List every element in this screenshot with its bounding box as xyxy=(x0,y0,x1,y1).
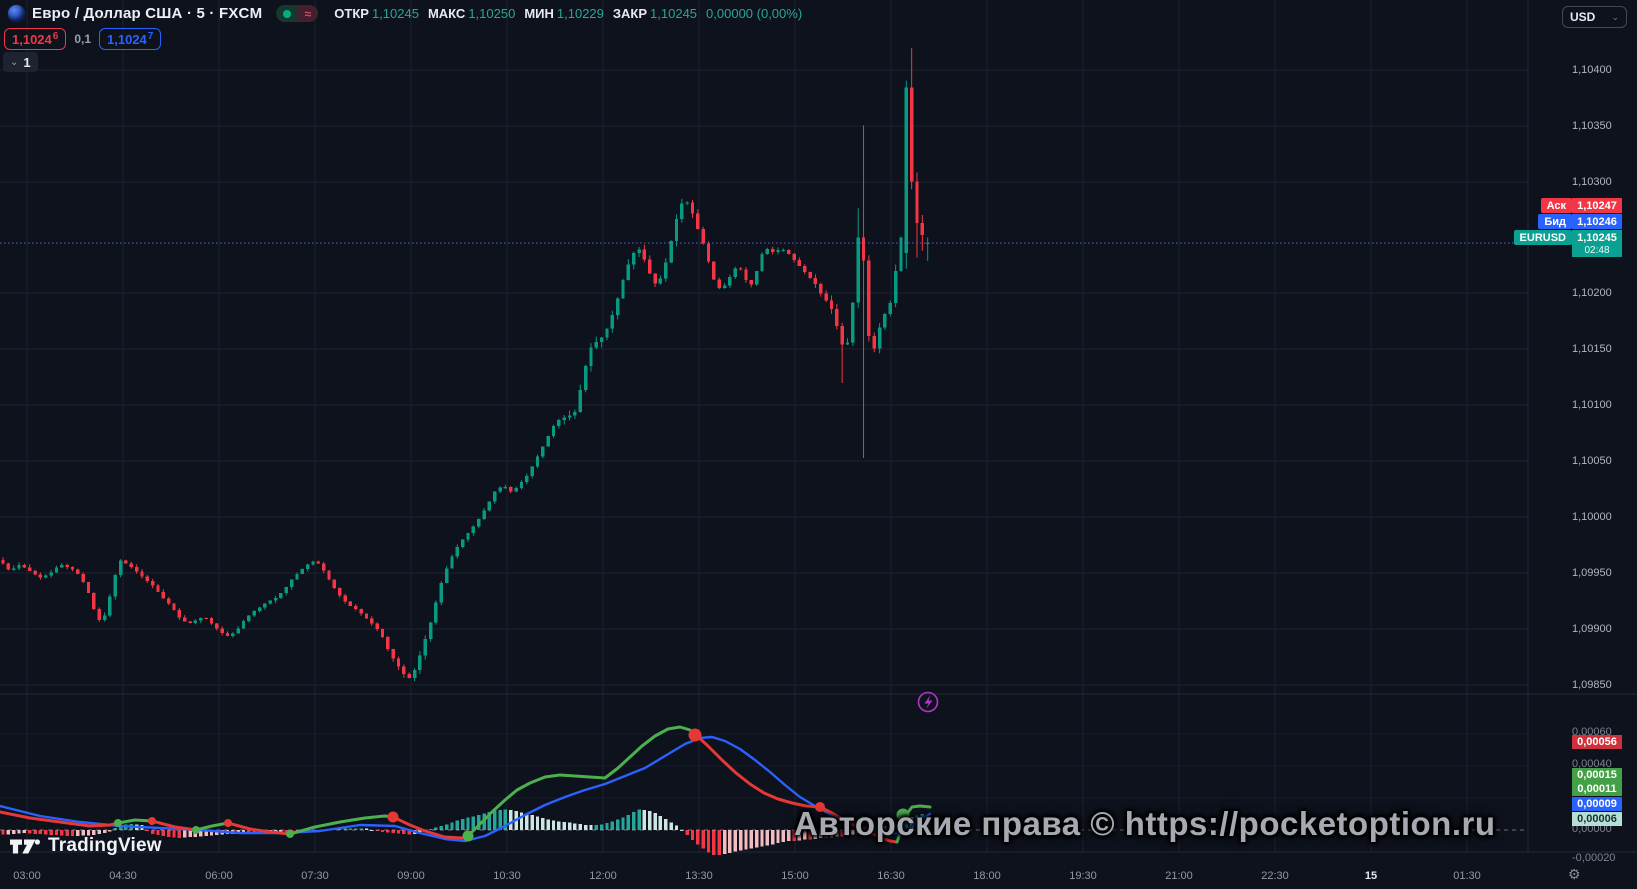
open-label: ОТКР xyxy=(334,6,369,21)
approx-price-icon: ≈ xyxy=(297,5,319,22)
price-axis-label: 1,10400 xyxy=(1572,64,1612,76)
time-axis-label: 15:00 xyxy=(781,870,809,882)
time-axis-label: 15 xyxy=(1364,870,1378,882)
low-label: МИН xyxy=(524,6,554,21)
interval-value: 1 xyxy=(23,54,31,70)
chevron-down-icon: ⌄ xyxy=(1611,11,1619,22)
symbol-title[interactable]: Евро / Доллар США · 5 · FXCM xyxy=(32,5,263,22)
price-axis-label: 1,09900 xyxy=(1572,623,1612,635)
time-axis-label: 07:30 xyxy=(301,870,329,882)
currency-dropdown[interactable]: USD ⌄ xyxy=(1562,6,1627,28)
time-axis-label: 06:00 xyxy=(205,870,233,882)
price-axis-label: 1,09850 xyxy=(1572,679,1612,691)
interval-quick-button[interactable]: ⌄ 1 xyxy=(3,52,38,72)
quick-trade-panel: 1,1024 6 0,1 1,1024 7 xyxy=(4,28,162,50)
time-axis-label: 03:00 xyxy=(13,870,41,882)
price-axis-label: 1,10300 xyxy=(1572,176,1612,188)
price-axis-label: 1,10000 xyxy=(1572,511,1612,523)
price-axis-label: 1,10150 xyxy=(1572,343,1612,355)
bar-countdown: 02:48 xyxy=(1572,244,1622,257)
gear-icon[interactable]: ⚙ xyxy=(1568,866,1581,882)
sell-button[interactable]: 1,1024 6 xyxy=(4,28,67,50)
open-value: 1,10245 xyxy=(371,6,419,21)
close-label: ЗАКР xyxy=(612,6,648,21)
price-axis-label: 1,10050 xyxy=(1572,455,1612,467)
indicator-value-label: 0,00009 xyxy=(1572,797,1622,811)
price-axis-label: 1,10350 xyxy=(1572,120,1612,132)
indicator-axis-label: 0,00040 xyxy=(1572,758,1612,770)
time-axis-label: 19:30 xyxy=(1069,870,1097,882)
last-price-label: 1,10245 xyxy=(1572,230,1622,245)
bid-tag: Бид xyxy=(1538,214,1572,229)
high-value: 1,10250 xyxy=(468,6,516,21)
time-axis-label: 22:30 xyxy=(1261,870,1289,882)
buy-button[interactable]: 1,1024 7 xyxy=(99,28,162,50)
time-axis-label: 09:00 xyxy=(397,870,425,882)
buy-price: 1,1024 xyxy=(107,31,147,47)
sell-price-fraction: 6 xyxy=(52,30,59,42)
currency-value: USD xyxy=(1570,10,1596,24)
indicator-value-label: 0,00011 xyxy=(1572,782,1622,796)
ask-tag: Аск xyxy=(1540,198,1572,213)
close-value: 1,10245 xyxy=(650,6,698,21)
indicator-value-label: 0,00015 xyxy=(1572,768,1622,782)
time-axis-label: 18:00 xyxy=(973,870,1001,882)
price-axis-label: 1,10100 xyxy=(1572,399,1612,411)
time-axis-label: 21:00 xyxy=(1165,870,1193,882)
change-value: 0,00000 (0,00%) xyxy=(706,6,803,21)
tradingview-logo-text: TradingView xyxy=(48,835,162,856)
ohlc-row: ОТКР 1,10245 МАКС 1,10250 МИН 1,10229 ЗА… xyxy=(334,6,802,21)
market-status-toggle[interactable]: ≈ xyxy=(276,5,319,22)
chart-header: Евро / Доллар США · 5 · FXCM ≈ ОТКР 1,10… xyxy=(8,5,802,22)
time-axis-label: 10:30 xyxy=(493,870,521,882)
low-value: 1,10229 xyxy=(556,6,604,21)
buy-price-fraction: 7 xyxy=(147,30,154,42)
sell-price: 1,1024 xyxy=(12,31,52,47)
price-axis-label: 1,09950 xyxy=(1572,567,1612,579)
price-axis-label: 1,10200 xyxy=(1572,287,1612,299)
symbol-flag-icon xyxy=(8,5,25,22)
market-open-dot-icon xyxy=(276,5,298,22)
time-axis-label: 12:00 xyxy=(589,870,617,882)
time-axis-label: 13:30 xyxy=(685,870,713,882)
high-label: МАКС xyxy=(427,6,466,21)
ask-price-label: 1,10247 xyxy=(1572,198,1622,213)
tradingview-logo[interactable]: TradingView xyxy=(10,835,162,857)
spread-value: 0,1 xyxy=(74,32,92,46)
chevron-down-icon: ⌄ xyxy=(10,56,19,68)
copyright-watermark: Авторские права © https://pocketoption.r… xyxy=(794,805,1496,842)
time-axis-label: 01:30 xyxy=(1453,870,1481,882)
indicator-axis-label: -0,00020 xyxy=(1572,852,1616,864)
symbol-tag: EURUSD xyxy=(1513,230,1572,245)
time-axis-label: 16:30 xyxy=(877,870,905,882)
indicator-value-label: 0,00056 xyxy=(1572,735,1622,749)
bid-price-label: 1,10246 xyxy=(1572,214,1622,229)
indicator-value-label: 0,00006 xyxy=(1572,812,1622,826)
time-scale[interactable] xyxy=(0,852,1637,889)
time-axis-label: 04:30 xyxy=(109,870,137,882)
tradingview-mark-icon xyxy=(10,836,40,857)
indicator-axis-label: 0,00000 xyxy=(1572,823,1612,835)
